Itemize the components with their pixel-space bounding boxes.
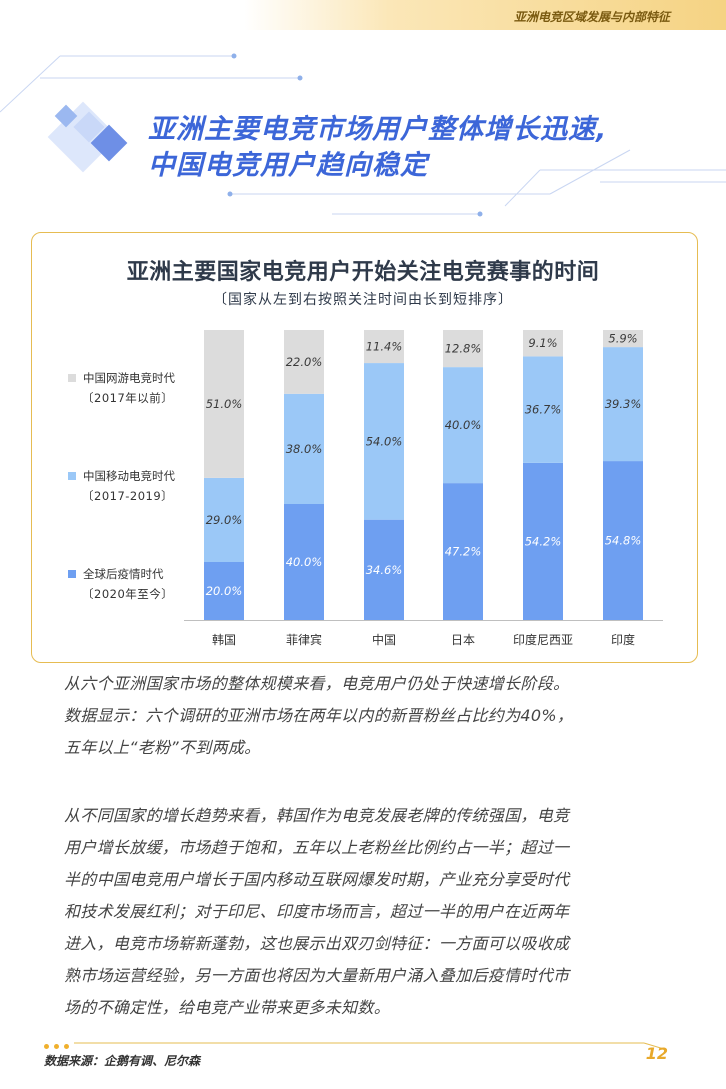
bar-segment: [284, 504, 324, 620]
category-label: 日本: [451, 633, 475, 647]
paragraph-line: 半的中国电竞用户增长于国内移动互联网爆发时期，产业充分享受时代: [64, 870, 570, 889]
bar-segment: [204, 562, 244, 620]
page-title-line-1: 亚洲主要电竞市场用户整体增长迅速,: [148, 114, 608, 145]
bar-segment: [443, 330, 483, 368]
data-label: 54.0%: [366, 434, 403, 448]
bar-segment: [284, 330, 324, 394]
data-label: 5.9%: [608, 332, 637, 346]
bar-segment: [364, 519, 404, 620]
paragraph-line: 和技术发展红利；对于印尼、印度市场而言，超过一半的用户在近两年: [64, 902, 570, 921]
bar-segment: [603, 347, 643, 462]
chart-subtitle: 〔国家从左到右按照关注时间由长到短排序〕: [213, 292, 513, 308]
paragraph-line: 从不同国家的增长趋势来看，韩国作为电竞发展老牌的传统强国，电竞: [64, 806, 570, 825]
data-label: 12.8%: [445, 342, 482, 356]
data-label: 40.0%: [445, 418, 482, 432]
category-label: 印度: [611, 632, 635, 647]
legend-swatch: [68, 374, 76, 382]
data-label: 47.2%: [445, 545, 482, 559]
bar-segment: [204, 330, 244, 478]
data-source: 数据来源：企鹅有调、尼尔森: [44, 1054, 201, 1068]
legend-range: 〔2020年至今〕: [82, 587, 174, 601]
legend-label: 全球后疫情时代: [83, 567, 164, 581]
page-title: 亚洲主要电竞市场用户整体增长迅速, 中国电竞用户趋向稳定: [148, 112, 607, 184]
paragraph-1: 从六个亚洲国家市场的整体规模来看，电竞用户仍处于快速增长阶段。 数据显示：六个调…: [64, 668, 674, 764]
data-label: 9.1%: [528, 336, 557, 350]
paragraph-line: 进入，电竞市场崭新蓬勃，这也展示出双刃剑特征：一方面可以吸收成: [64, 934, 570, 953]
data-label: 11.4%: [366, 340, 403, 354]
paragraph-line: 从六个亚洲国家市场的整体规模来看，电竞用户仍处于快速增长阶段。: [64, 674, 570, 693]
paragraph-line: 五年以上“老粉”不到两成。: [64, 738, 261, 757]
legend-range: 〔2017-2019〕: [82, 489, 174, 503]
category-label: 韩国: [212, 632, 236, 647]
data-label: 20.0%: [206, 584, 243, 598]
data-label: 34.6%: [366, 563, 403, 577]
bar-segment: [603, 461, 643, 620]
paragraph-line: 熟市场运营经验，另一方面也将因为大量新用户涌入叠加后疫情时代市: [64, 966, 570, 985]
bar-segment: [364, 330, 404, 364]
bar-segment: [603, 330, 643, 348]
bar-segment: [443, 483, 483, 620]
data-label: 36.7%: [525, 403, 562, 417]
bar-segment: [443, 367, 483, 484]
legend-label: 中国移动电竞时代: [83, 469, 175, 483]
data-label: 39.3%: [605, 397, 642, 411]
bar-segment: [284, 393, 324, 504]
category-label: 中国: [372, 632, 396, 647]
paragraph-2: 从不同国家的增长趋势来看，韩国作为电竞发展老牌的传统强国，电竞 用户增长放缓，市…: [64, 800, 674, 1024]
category-label: 印度尼西亚: [513, 632, 573, 647]
legend-swatch: [68, 472, 76, 480]
data-label: 54.8%: [605, 534, 642, 548]
data-label: 38.0%: [286, 442, 323, 456]
paragraph-line: 数据显示：六个调研的亚洲市场在两年以内的新晋粉丝占比约为40%，: [64, 706, 574, 725]
legend-swatch: [68, 570, 76, 578]
legend-range: 〔2017年以前〕: [82, 391, 174, 405]
page-number: 12: [645, 1044, 668, 1063]
legend-label: 中国网游电竞时代: [83, 371, 175, 385]
data-label: 51.0%: [206, 397, 243, 411]
bar-segment: [364, 363, 404, 520]
footer-divider: [74, 1042, 665, 1050]
chart-title: 亚洲主要国家电竞用户开始关注电竞赛事的时间: [126, 260, 600, 285]
section-title: 亚洲电竞区域发展与内部特征: [513, 10, 670, 24]
category-label: 菲律宾: [286, 632, 322, 647]
data-label: 54.2%: [525, 534, 562, 548]
bar-segment: [204, 477, 244, 562]
data-label: 22.0%: [286, 355, 323, 369]
data-label: 40.0%: [286, 555, 323, 569]
page-title-line-2: 中国电竞用户趋向稳定: [148, 150, 428, 181]
bar-segment: [523, 330, 563, 357]
paragraph-line: 用户增长放缓，市场趋于饱和，五年以上老粉丝比例约占一半；超过一: [64, 838, 570, 857]
stacked-bar-chart: 20.0% 29.0% 51.0% 韩国 40.0% 38.0% 22.0% 菲律宾 34.6%…: [184, 330, 663, 647]
bar-segment: [523, 356, 563, 463]
footer-dots: [44, 1034, 74, 1053]
decorative-lines: [0, 53, 726, 217]
paragraph-line: 场的不确定性，给电竞产业带来更多未知数。: [64, 998, 391, 1017]
data-label: 29.0%: [206, 513, 243, 527]
bar-segment: [523, 462, 563, 620]
header-bar: [244, 0, 726, 30]
